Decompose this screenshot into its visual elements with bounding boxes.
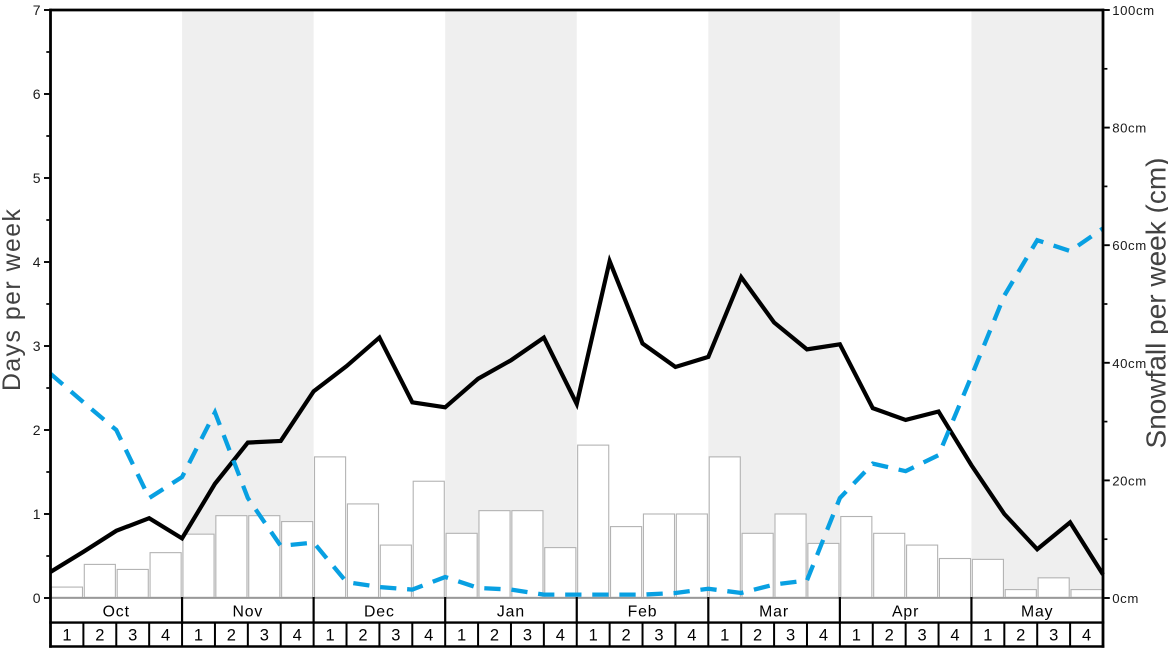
- svg-text:7: 7: [33, 2, 41, 18]
- svg-text:20cm: 20cm: [1112, 473, 1147, 488]
- svg-text:1: 1: [325, 627, 334, 645]
- svg-text:1: 1: [720, 627, 729, 645]
- svg-text:3: 3: [918, 627, 927, 645]
- svg-text:2: 2: [1016, 627, 1025, 645]
- svg-text:4: 4: [161, 627, 170, 645]
- svg-text:4: 4: [33, 254, 41, 270]
- svg-text:Jan: Jan: [497, 604, 525, 621]
- svg-text:Snowfall per week (cm): Snowfall per week (cm): [1140, 158, 1168, 449]
- svg-text:4: 4: [424, 627, 433, 645]
- svg-text:4: 4: [687, 627, 696, 645]
- svg-text:2: 2: [885, 627, 894, 645]
- svg-text:Feb: Feb: [628, 604, 658, 621]
- svg-text:0cm: 0cm: [1112, 591, 1139, 606]
- svg-text:3: 3: [33, 338, 41, 354]
- svg-text:May: May: [1021, 604, 1054, 621]
- svg-text:3: 3: [786, 627, 795, 645]
- svg-text:3: 3: [1049, 627, 1058, 645]
- svg-text:Mar: Mar: [759, 604, 789, 621]
- svg-text:3: 3: [260, 627, 269, 645]
- svg-text:Nov: Nov: [232, 604, 263, 621]
- svg-text:3: 3: [654, 627, 663, 645]
- svg-text:0: 0: [33, 590, 41, 606]
- svg-text:2: 2: [490, 627, 499, 645]
- svg-text:40cm: 40cm: [1112, 356, 1147, 371]
- svg-text:60cm: 60cm: [1112, 238, 1147, 253]
- svg-text:2: 2: [95, 627, 104, 645]
- svg-text:2: 2: [753, 627, 762, 645]
- svg-text:3: 3: [391, 627, 400, 645]
- svg-text:4: 4: [1082, 627, 1091, 645]
- svg-text:2: 2: [358, 627, 367, 645]
- svg-text:1: 1: [457, 627, 466, 645]
- svg-text:4: 4: [819, 627, 828, 645]
- svg-text:1: 1: [983, 627, 992, 645]
- svg-text:3: 3: [523, 627, 532, 645]
- svg-text:1: 1: [852, 627, 861, 645]
- svg-text:1: 1: [589, 627, 598, 645]
- svg-text:4: 4: [293, 627, 302, 645]
- svg-text:2: 2: [621, 627, 630, 645]
- svg-text:6: 6: [33, 86, 41, 102]
- svg-text:Days per week: Days per week: [0, 208, 26, 392]
- svg-text:100cm: 100cm: [1112, 3, 1155, 18]
- svg-text:Apr: Apr: [892, 604, 919, 621]
- svg-text:1: 1: [194, 627, 203, 645]
- svg-text:1: 1: [33, 506, 41, 522]
- svg-text:1: 1: [62, 627, 71, 645]
- svg-text:3: 3: [128, 627, 137, 645]
- svg-text:5: 5: [33, 170, 41, 186]
- svg-text:Oct: Oct: [103, 604, 130, 621]
- svg-text:4: 4: [950, 627, 959, 645]
- svg-text:2: 2: [227, 627, 236, 645]
- svg-text:2: 2: [33, 422, 41, 438]
- svg-text:80cm: 80cm: [1112, 121, 1147, 136]
- svg-text:4: 4: [556, 627, 565, 645]
- svg-text:Dec: Dec: [364, 604, 395, 621]
